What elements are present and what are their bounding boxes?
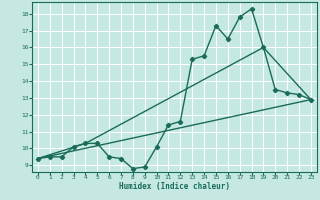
X-axis label: Humidex (Indice chaleur): Humidex (Indice chaleur) (119, 182, 230, 191)
